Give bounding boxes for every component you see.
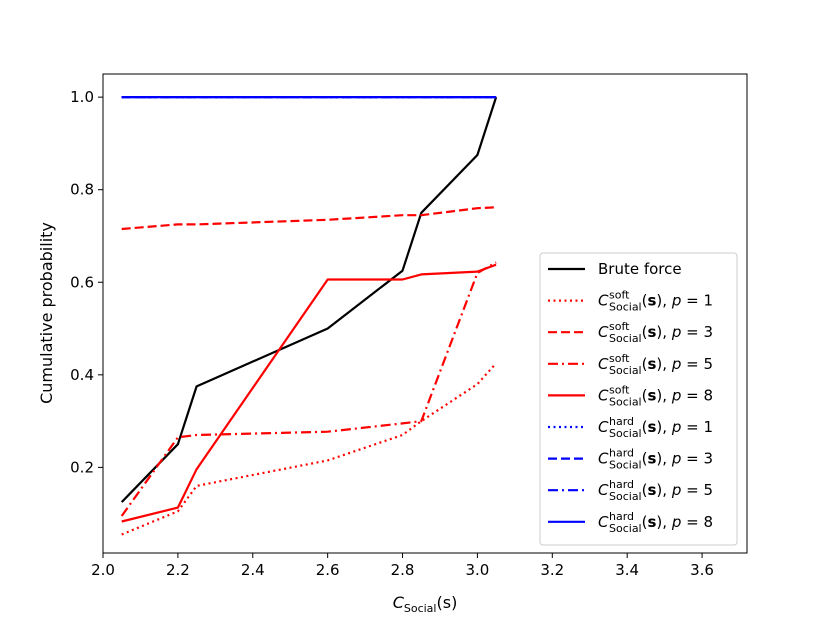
- y-tick-label: 0.2: [70, 458, 94, 476]
- y-axis-ticks: 0.2 0.4 0.6 0.8 1.0: [70, 88, 103, 476]
- x-tick-label: 2.6: [316, 561, 340, 579]
- y-axis-label: Cumulative probability: [37, 222, 56, 404]
- series-layer: [120, 95, 498, 536]
- x-tick-label: 2.8: [391, 561, 415, 579]
- x-tick-label: 3.0: [465, 561, 489, 579]
- legend-label-2: Csoft Social(s), p = 3: [598, 320, 713, 345]
- legend-label-5: Chard Social(s), p = 1: [598, 415, 713, 440]
- legend-label-4: Csoft Social(s), p = 8: [598, 383, 713, 408]
- series-line-0: [120, 96, 498, 503]
- y-tick-label: 1.0: [70, 88, 94, 106]
- x-tick-label: 2.4: [241, 561, 265, 579]
- legend-label-8: Chard Social(s), p = 8: [598, 510, 713, 535]
- series-line-3: [120, 261, 497, 517]
- series-line-4: [121, 263, 497, 523]
- series-line-1: [121, 362, 497, 536]
- series-line-2: [121, 206, 497, 231]
- x-tick-label: 3.6: [690, 561, 714, 579]
- y-tick-label: 0.6: [70, 273, 94, 291]
- y-tick-label: 0.8: [70, 181, 94, 199]
- legend: Brute force Csoft Social(s), p = 1 Csoft Soc…: [539, 252, 738, 546]
- x-tick-label: 3.2: [540, 561, 564, 579]
- x-axis-ticks: 2.0 2.2 2.4 2.6 2.8 3.0 3.2 3.4 3.6: [91, 553, 714, 579]
- legend-label-0: Brute force: [598, 260, 682, 278]
- x-tick-label: 2.2: [166, 561, 190, 579]
- plot-frame: [102, 73, 748, 554]
- legend-box: [539, 252, 738, 546]
- y-tick-label: 0.4: [70, 366, 94, 384]
- x-tick-label: 3.4: [615, 561, 639, 579]
- x-tick-label: 2.0: [91, 561, 115, 579]
- x-axis-label: CSocial(s): [393, 593, 458, 615]
- legend-label-1: Csoft Social(s), p = 1: [598, 289, 713, 314]
- legend-label-7: Chard Social(s), p = 5: [598, 478, 713, 503]
- legend-label-3: Csoft Social(s), p = 5: [598, 352, 713, 377]
- legend-label-6: Chard Social(s), p = 3: [598, 447, 713, 472]
